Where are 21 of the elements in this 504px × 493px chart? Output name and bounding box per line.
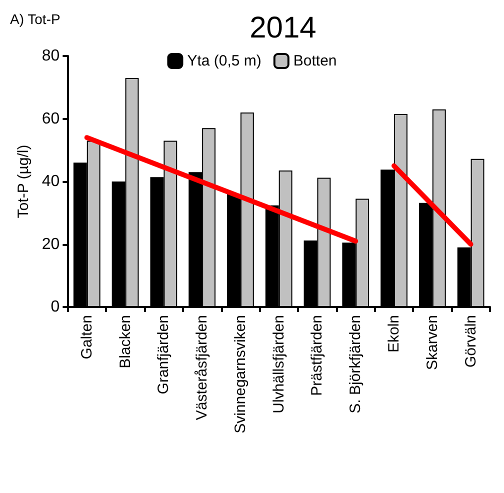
y-axis-title: Tot-P (µg/l) [15, 144, 32, 218]
y-tick-label: 60 [42, 110, 60, 128]
x-tick-label: S. Björkfjärden [347, 315, 364, 414]
x-tick-label: Görväln [462, 315, 480, 368]
y-tick-label: 80 [42, 48, 60, 64]
legend-label: Botten [293, 52, 337, 70]
x-tick-label: Ulvhällsfjärden [270, 315, 288, 414]
y-tick-label: 40 [42, 173, 60, 190]
x-tick-label: Blacken [116, 315, 134, 368]
y-tick-label: 20 [42, 236, 60, 253]
x-tick-label: Galten [78, 315, 96, 360]
x-tick-label: Skarven [424, 315, 441, 370]
x-tick-label: Granfjärden [155, 315, 172, 394]
x-tick-label: Västeråsfjärden [194, 315, 211, 420]
y-tick-label: 0 [50, 298, 60, 316]
x-tick-label: Ekoln [386, 315, 403, 353]
legend-label: Yta (0,5 m) [187, 52, 262, 70]
x-tick-label: Prästfjärden [308, 315, 326, 396]
x-tick-label: Svinnegarnsviken [232, 315, 249, 434]
text: A) Tot-P [10, 11, 60, 27]
chart-title: 2014 [250, 12, 316, 44]
